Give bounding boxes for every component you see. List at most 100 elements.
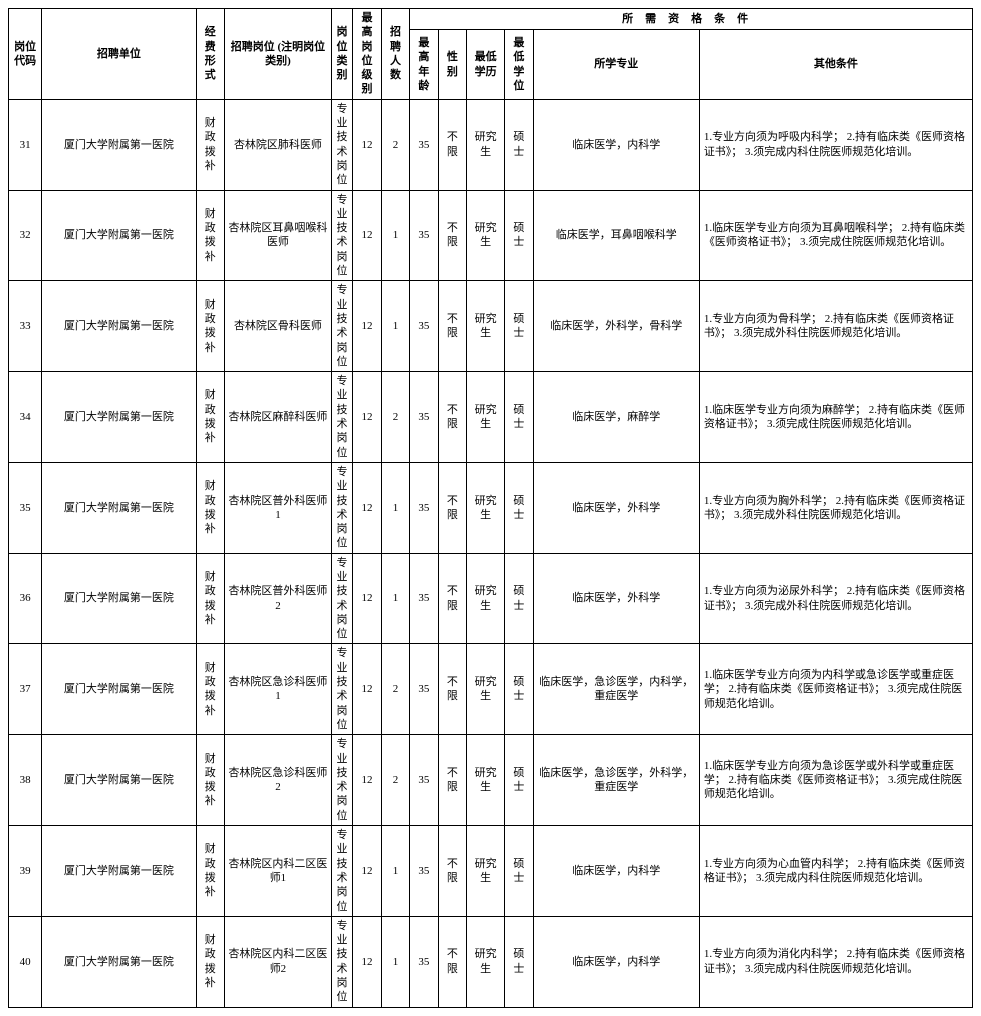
cell-unit: 厦门大学附属第一医院 (42, 281, 196, 372)
header-num: 招聘人数 (381, 9, 409, 100)
cell-other: 1.临床医学专业方向须为麻醉学； 2.持有临床类《医师资格证书》； 3.须完成住… (699, 372, 972, 463)
cell-code: 32 (9, 190, 42, 281)
cell-fund: 财政拨补 (196, 644, 224, 735)
cell-age: 35 (410, 99, 438, 190)
cell-unit: 厦门大学附属第一医院 (42, 826, 196, 917)
cell-sex: 不限 (438, 372, 466, 463)
cell-cat: 专业技术岗位 (331, 462, 352, 553)
cell-post: 杏林院区骨科医师 (225, 281, 332, 372)
cell-fund: 财政拨补 (196, 99, 224, 190)
cell-post: 杏林院区肺科医师 (225, 99, 332, 190)
cell-post: 杏林院区急诊科医师2 (225, 735, 332, 826)
cell-unit: 厦门大学附属第一医院 (42, 916, 196, 1007)
cell-cat: 专业技术岗位 (331, 553, 352, 644)
cell-fund: 财政拨补 (196, 372, 224, 463)
header-sex: 性别 (438, 30, 466, 99)
cell-fund: 财政拨补 (196, 916, 224, 1007)
cell-level: 12 (353, 462, 381, 553)
cell-code: 37 (9, 644, 42, 735)
cell-sex: 不限 (438, 644, 466, 735)
cell-edu: 研究生 (467, 916, 505, 1007)
cell-cat: 专业技术岗位 (331, 735, 352, 826)
cell-age: 35 (410, 372, 438, 463)
cell-edu: 研究生 (467, 190, 505, 281)
header-fund: 经费形式 (196, 9, 224, 100)
table-row: 39厦门大学附属第一医院财政拨补杏林院区内科二区医师1专业技术岗位12135不限… (9, 826, 973, 917)
cell-fund: 财政拨补 (196, 462, 224, 553)
cell-fund: 财政拨补 (196, 281, 224, 372)
cell-deg: 硕士 (505, 553, 533, 644)
cell-major: 临床医学，外科学 (533, 462, 699, 553)
cell-num: 1 (381, 462, 409, 553)
cell-edu: 研究生 (467, 281, 505, 372)
cell-fund: 财政拨补 (196, 735, 224, 826)
cell-level: 12 (353, 735, 381, 826)
cell-major: 临床医学，外科学 (533, 553, 699, 644)
cell-deg: 硕士 (505, 99, 533, 190)
cell-code: 31 (9, 99, 42, 190)
recruitment-table: 岗位代码 招聘单位 经费形式 招聘岗位 (注明岗位类别) 岗位类别 最高岗位级别… (8, 8, 973, 1008)
cell-post: 杏林院区急诊科医师1 (225, 644, 332, 735)
cell-level: 12 (353, 99, 381, 190)
cell-level: 12 (353, 644, 381, 735)
cell-age: 35 (410, 644, 438, 735)
cell-unit: 厦门大学附属第一医院 (42, 372, 196, 463)
cell-major: 临床医学，内科学 (533, 99, 699, 190)
cell-age: 35 (410, 462, 438, 553)
table-header: 岗位代码 招聘单位 经费形式 招聘岗位 (注明岗位类别) 岗位类别 最高岗位级别… (9, 9, 973, 100)
cell-code: 35 (9, 462, 42, 553)
cell-major: 临床医学，急诊医学，外科学，重症医学 (533, 735, 699, 826)
cell-age: 35 (410, 916, 438, 1007)
header-code: 岗位代码 (9, 9, 42, 100)
cell-deg: 硕士 (505, 281, 533, 372)
cell-deg: 硕士 (505, 462, 533, 553)
header-edu: 最低学历 (467, 30, 505, 99)
cell-level: 12 (353, 281, 381, 372)
table-row: 34厦门大学附属第一医院财政拨补杏林院区麻醉科医师专业技术岗位12235不限研究… (9, 372, 973, 463)
header-deg: 最低学位 (505, 30, 533, 99)
cell-age: 35 (410, 190, 438, 281)
cell-cat: 专业技术岗位 (331, 916, 352, 1007)
cell-other: 1.临床医学专业方向须为内科学或急诊医学或重症医学； 2.持有临床类《医师资格证… (699, 644, 972, 735)
cell-sex: 不限 (438, 190, 466, 281)
cell-fund: 财政拨补 (196, 190, 224, 281)
cell-cat: 专业技术岗位 (331, 281, 352, 372)
cell-edu: 研究生 (467, 826, 505, 917)
cell-age: 35 (410, 826, 438, 917)
cell-cat: 专业技术岗位 (331, 99, 352, 190)
cell-cat: 专业技术岗位 (331, 190, 352, 281)
cell-post: 杏林院区耳鼻咽喉科医师 (225, 190, 332, 281)
cell-deg: 硕士 (505, 916, 533, 1007)
cell-unit: 厦门大学附属第一医院 (42, 644, 196, 735)
header-qual-group: 所需资格条件 (410, 9, 973, 30)
cell-unit: 厦门大学附属第一医院 (42, 735, 196, 826)
cell-level: 12 (353, 372, 381, 463)
cell-deg: 硕士 (505, 826, 533, 917)
cell-edu: 研究生 (467, 462, 505, 553)
cell-num: 1 (381, 553, 409, 644)
cell-level: 12 (353, 190, 381, 281)
cell-num: 1 (381, 281, 409, 372)
cell-age: 35 (410, 553, 438, 644)
cell-post: 杏林院区麻醉科医师 (225, 372, 332, 463)
cell-other: 1.专业方向须为消化内科学； 2.持有临床类《医师资格证书》； 3.须完成内科住… (699, 916, 972, 1007)
cell-edu: 研究生 (467, 372, 505, 463)
table-row: 33厦门大学附属第一医院财政拨补杏林院区骨科医师专业技术岗位12135不限研究生… (9, 281, 973, 372)
cell-unit: 厦门大学附属第一医院 (42, 553, 196, 644)
cell-sex: 不限 (438, 916, 466, 1007)
cell-sex: 不限 (438, 99, 466, 190)
table-row: 31厦门大学附属第一医院财政拨补杏林院区肺科医师专业技术岗位12235不限研究生… (9, 99, 973, 190)
header-other: 其他条件 (699, 30, 972, 99)
cell-sex: 不限 (438, 281, 466, 372)
table-row: 37厦门大学附属第一医院财政拨补杏林院区急诊科医师1专业技术岗位12235不限研… (9, 644, 973, 735)
cell-level: 12 (353, 826, 381, 917)
cell-level: 12 (353, 916, 381, 1007)
header-unit: 招聘单位 (42, 9, 196, 100)
cell-edu: 研究生 (467, 735, 505, 826)
header-post: 招聘岗位 (注明岗位类别) (225, 9, 332, 100)
cell-edu: 研究生 (467, 553, 505, 644)
cell-major: 临床医学，麻醉学 (533, 372, 699, 463)
header-age: 最高年龄 (410, 30, 438, 99)
cell-level: 12 (353, 553, 381, 644)
cell-sex: 不限 (438, 735, 466, 826)
